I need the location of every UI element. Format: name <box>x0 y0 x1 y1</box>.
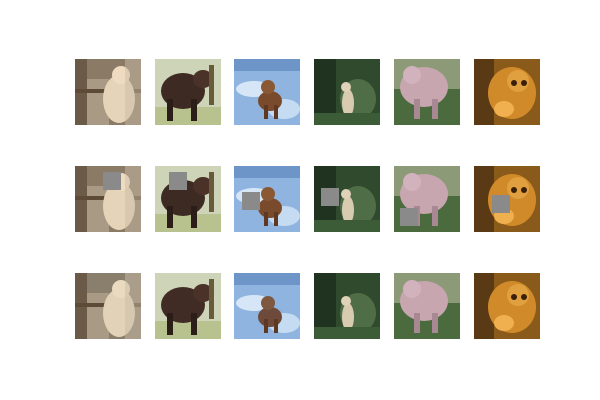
tile-occluded-dark-cow <box>155 166 221 232</box>
occlusion-patch <box>400 208 418 226</box>
tile-original-pink-pig-grass <box>394 59 460 125</box>
cat-window-image <box>75 59 141 125</box>
dark-cow-image <box>155 59 221 125</box>
tile-occluded-cat-window <box>75 166 141 232</box>
image-grid <box>75 59 541 339</box>
tile-original-dog-snow <box>234 59 300 125</box>
tile-original-cat-grass <box>314 59 380 125</box>
tile-occluded-pink-pig-grass <box>394 166 460 232</box>
cat-grass-image <box>314 273 380 339</box>
dark-cow-image <box>155 273 221 339</box>
orange-dog-image <box>474 59 540 125</box>
cat-grass-image <box>314 59 380 125</box>
tile-reconstructed-dark-cow <box>155 273 221 339</box>
occlusion-patch <box>321 188 339 206</box>
tile-original-dark-cow <box>155 59 221 125</box>
pink-pig-grass-image <box>394 59 460 125</box>
tile-occluded-cat-grass <box>314 166 380 232</box>
cat-window-image <box>75 273 141 339</box>
orange-dog-image <box>474 273 540 339</box>
dog-snow-image <box>234 59 300 125</box>
pink-pig-grass-image <box>394 273 460 339</box>
tile-reconstructed-cat-window <box>75 273 141 339</box>
dark-cow-image <box>155 166 221 232</box>
occlusion-patch <box>242 192 260 210</box>
tile-reconstructed-cat-grass <box>314 273 380 339</box>
tile-occluded-dog-snow <box>234 166 300 232</box>
tile-original-cat-window <box>75 59 141 125</box>
tile-original-orange-dog <box>474 59 540 125</box>
occlusion-patch <box>103 172 121 190</box>
tile-occluded-orange-dog <box>474 166 540 232</box>
occlusion-patch <box>169 172 187 190</box>
dog-snow-image <box>234 273 300 339</box>
tile-reconstructed-orange-dog <box>474 273 540 339</box>
occlusion-patch <box>492 195 510 213</box>
pink-pig-grass-image <box>394 166 460 232</box>
tile-reconstructed-dog-snow <box>234 273 300 339</box>
tile-reconstructed-pink-pig-grass <box>394 273 460 339</box>
